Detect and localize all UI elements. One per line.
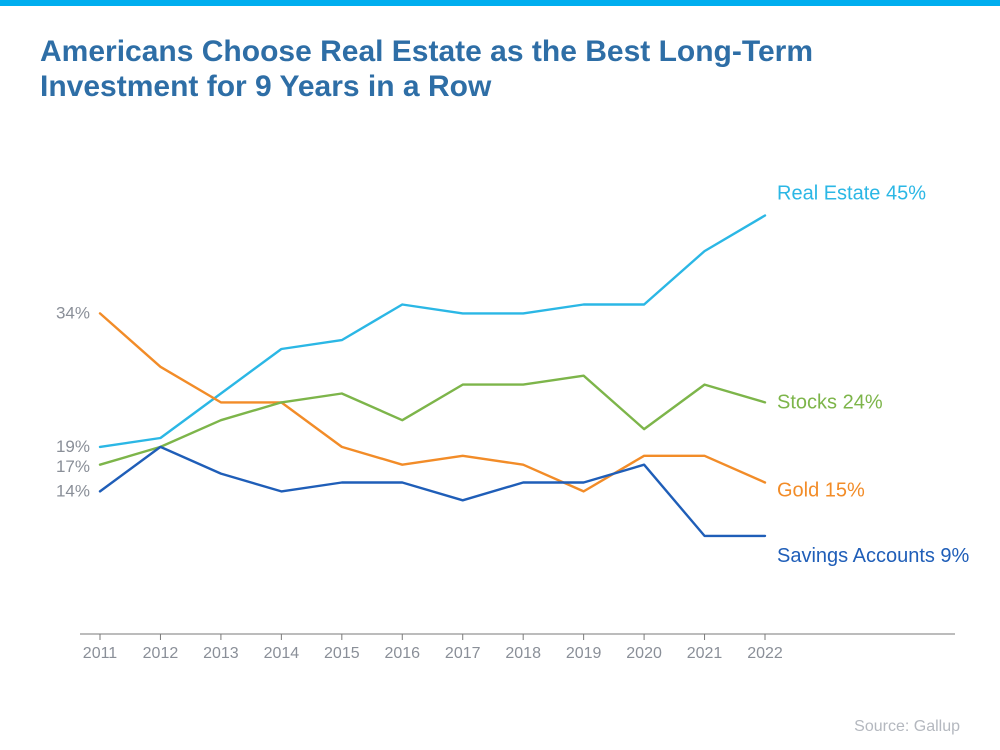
start-label-real_estate: 19% — [56, 437, 90, 456]
chart-title: Americans Choose Real Estate as the Best… — [40, 34, 960, 105]
x-tick-label: 2019 — [566, 645, 602, 662]
end-label-stocks: Stocks 24% — [777, 391, 883, 413]
line-chart: 2011 2012 2013 2014 2015 2016 2017 2018 2019 2020… — [40, 166, 960, 676]
start-label-savings: 14% — [56, 481, 90, 500]
x-tick-label: 2021 — [687, 645, 723, 662]
end-label-savings: Savings Accounts 9% — [777, 545, 970, 567]
source-attribution: Source: Gallup — [854, 718, 960, 736]
chart-svg: 2011 2012 2013 2014 2015 2016 2017 2018 2019 2020… — [40, 166, 960, 676]
x-tick-label: 2022 — [747, 645, 783, 662]
x-tick-label: 2013 — [203, 645, 239, 662]
x-tick-label: 2015 — [324, 645, 360, 662]
x-tick-label: 2020 — [626, 645, 662, 662]
end-label-gold: Gold 15% — [777, 480, 865, 502]
x-tick-label: 2012 — [143, 645, 179, 662]
x-tick-label: 2011 — [83, 645, 118, 662]
start-label-stocks: 17% — [56, 457, 90, 476]
x-tick-label: 2018 — [505, 645, 541, 662]
x-tick-label: 2017 — [445, 645, 481, 662]
end-label-real_estate: Real Estate 45% — [777, 183, 926, 205]
chart-page: Americans Choose Real Estate as the Best… — [0, 6, 1000, 750]
start-label-gold: 34% — [56, 303, 90, 322]
x-tick-label: 2014 — [264, 645, 300, 662]
x-tick-label: 2016 — [384, 645, 420, 662]
